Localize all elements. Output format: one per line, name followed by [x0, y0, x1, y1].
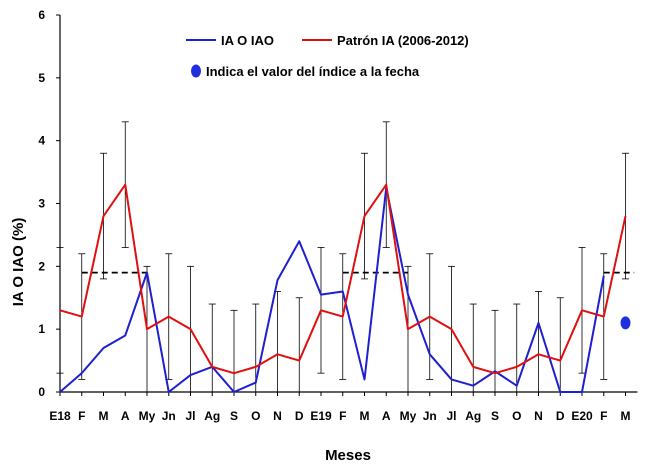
legend-label-patron: Patrón IA (2006-2012)	[337, 33, 469, 48]
x-tick-label: Jn	[162, 409, 176, 423]
x-tick-label: N	[273, 409, 282, 423]
error-bars	[56, 121, 629, 393]
x-tick-label: Jl	[185, 409, 195, 423]
y-axis-label: IA O IAO (%)	[10, 218, 27, 307]
x-tick-label: D	[295, 409, 304, 423]
x-tick-label: F	[78, 409, 85, 423]
x-tick-label: Jl	[446, 409, 456, 423]
series-line-patron	[59, 183, 627, 375]
x-tick-label: M	[99, 409, 109, 423]
x-tick-label: A	[382, 409, 391, 423]
y-tick-label: 4	[38, 134, 45, 148]
x-tick-label: S	[491, 409, 499, 423]
x-axis-label: Meses	[325, 447, 371, 464]
series-lines	[59, 183, 627, 393]
x-tick-label: O	[512, 409, 521, 423]
x-tick-label: N	[534, 409, 543, 423]
x-tick-label: D	[556, 409, 565, 423]
x-tick-label: My	[400, 409, 417, 423]
x-tick-label: E20	[571, 409, 593, 423]
legend-dot-icon	[191, 64, 201, 78]
x-tick-label: Ag	[465, 409, 481, 423]
legend-label-ia: IA O IAO	[221, 33, 274, 48]
x-tick-label: F	[600, 409, 607, 423]
x-tick-label: S	[230, 409, 238, 423]
x-tick-label: Jn	[423, 409, 437, 423]
x-tick-label: M	[360, 409, 370, 423]
y-tick-label: 2	[38, 259, 45, 273]
series-line-ia	[59, 186, 605, 393]
y-tick-label: 3	[38, 197, 45, 211]
y-tick-label: 5	[38, 71, 45, 85]
x-tick-label: E19	[310, 409, 332, 423]
x-tick-label: F	[339, 409, 346, 423]
legend-label-indice: Indica el valor del índice a la fecha	[206, 64, 420, 79]
legend: IA O IAO Patrón IA (2006-2012) Indica el…	[186, 33, 469, 79]
current-value-marker	[620, 316, 631, 330]
x-tick-label: A	[121, 409, 130, 423]
x-tick-label: Ag	[204, 409, 220, 423]
y-tick-label: 0	[38, 385, 45, 399]
x-tick-label: O	[251, 409, 260, 423]
x-tick-label: M	[621, 409, 631, 423]
x-tick-label: E18	[49, 409, 71, 423]
x-tick-label: My	[139, 409, 156, 423]
current-value-marker-group	[620, 316, 631, 330]
y-tick-label: 6	[38, 8, 45, 22]
y-tick-label: 1	[38, 322, 45, 336]
